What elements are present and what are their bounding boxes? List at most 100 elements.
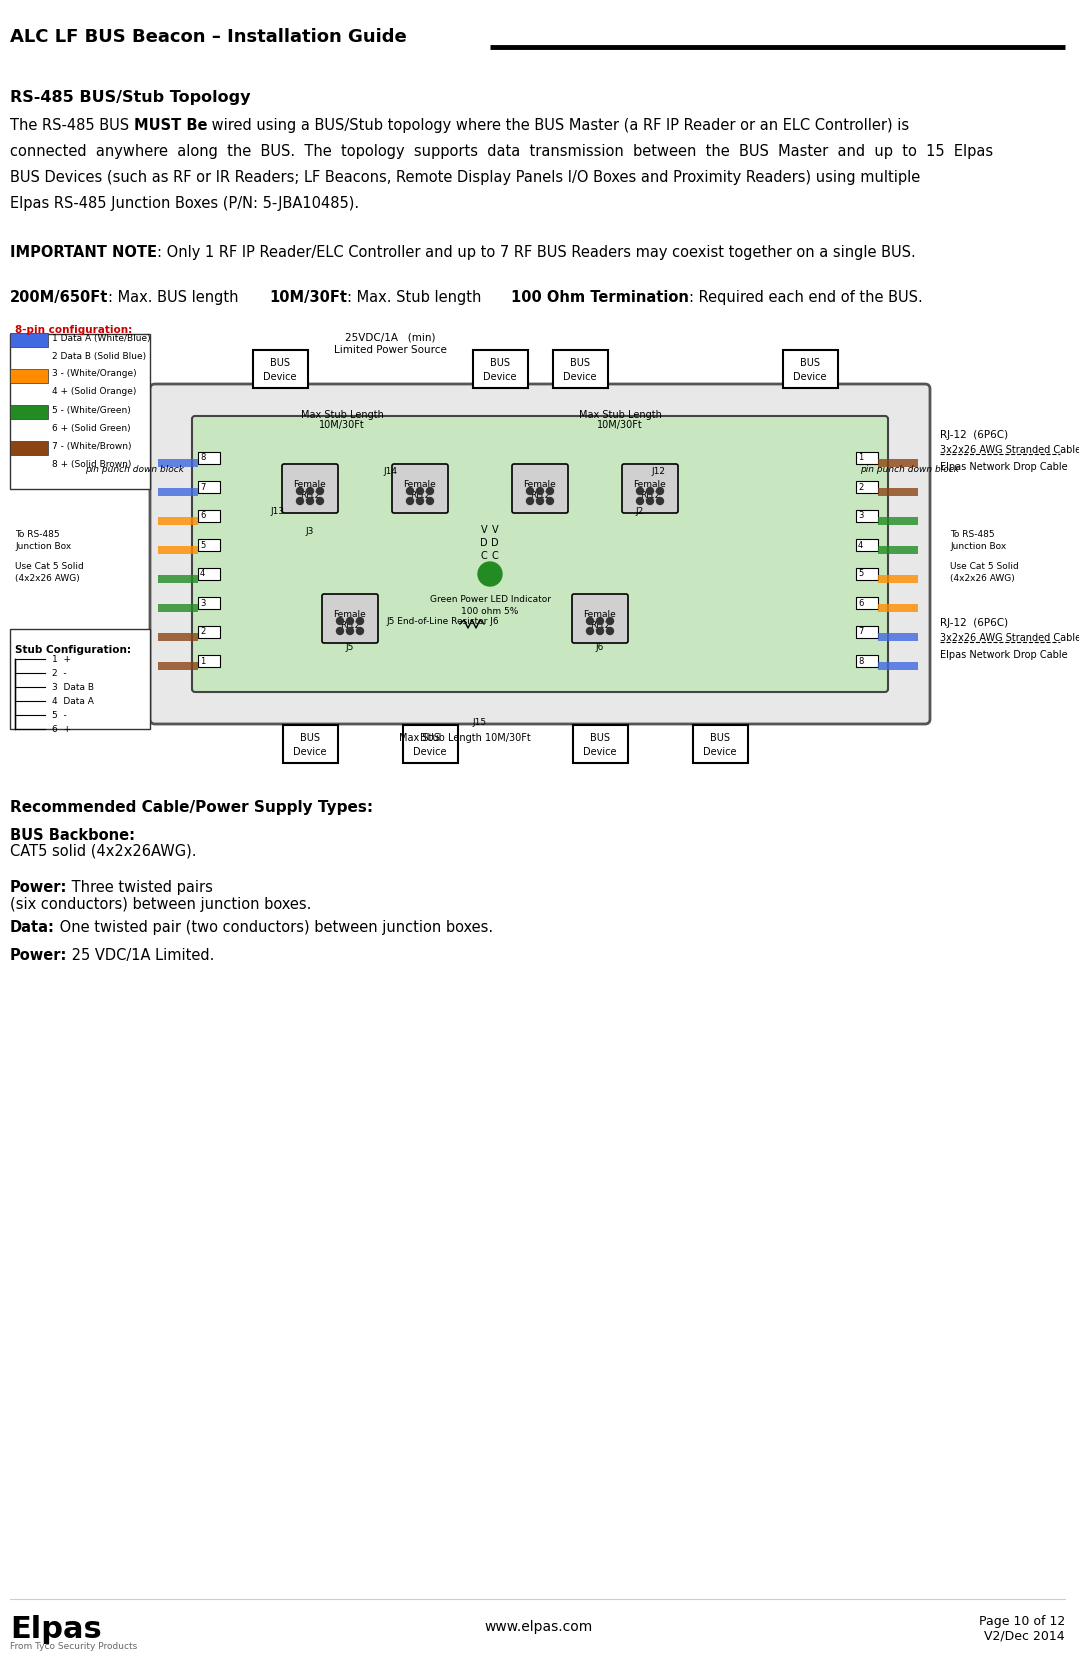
- Text: ALC LF BUS Beacon – Installation Guide: ALC LF BUS Beacon – Installation Guide: [10, 28, 407, 46]
- Circle shape: [426, 488, 434, 495]
- FancyBboxPatch shape: [282, 465, 338, 513]
- Circle shape: [478, 563, 502, 586]
- Text: 3 - (White/Orange): 3 - (White/Orange): [52, 369, 137, 379]
- Text: Use Cat 5 Solid: Use Cat 5 Solid: [950, 561, 1019, 571]
- Text: 6: 6: [858, 597, 863, 607]
- Text: 4 + (Solid Orange): 4 + (Solid Orange): [52, 387, 136, 396]
- Text: 5: 5: [200, 540, 205, 549]
- Text: Junction Box: Junction Box: [15, 541, 71, 551]
- Text: RJ-12  (6P6C): RJ-12 (6P6C): [940, 617, 1008, 627]
- Text: Max Stub Length: Max Stub Length: [301, 410, 383, 420]
- Text: BUS
Device: BUS Device: [704, 733, 737, 756]
- Text: Three twisted pairs: Three twisted pairs: [67, 879, 214, 894]
- Text: Power:: Power:: [10, 879, 67, 894]
- Text: J5 End-of-Line Resistor J6: J5 End-of-Line Resistor J6: [386, 617, 500, 626]
- Bar: [199, 540, 220, 551]
- Text: BUS
Device: BUS Device: [293, 733, 327, 756]
- Circle shape: [637, 488, 643, 495]
- Circle shape: [656, 488, 664, 495]
- Text: wired using a BUS/Stub topology where the BUS Master (a RF IP Reader or an ELC C: wired using a BUS/Stub topology where th…: [207, 118, 910, 132]
- Circle shape: [536, 488, 544, 495]
- Text: 25 VDC/1A Limited.: 25 VDC/1A Limited.: [67, 947, 215, 963]
- Text: 5  -: 5 -: [52, 710, 67, 720]
- Text: 5: 5: [858, 569, 863, 578]
- Text: Power:: Power:: [10, 947, 67, 963]
- Text: pin punch down block: pin punch down block: [860, 465, 959, 473]
- Circle shape: [297, 488, 303, 495]
- Text: Female
RJ12: Female RJ12: [333, 609, 367, 629]
- Bar: [252, 351, 308, 389]
- Text: Limited Power Source: Limited Power Source: [333, 344, 447, 354]
- Text: 4: 4: [858, 540, 863, 549]
- Text: BUS
Device: BUS Device: [483, 357, 517, 381]
- Text: pin punch down block: pin punch down block: [85, 465, 185, 473]
- Text: Page 10 of 12: Page 10 of 12: [979, 1614, 1065, 1627]
- Text: (six conductors) between junction boxes.: (six conductors) between junction boxes.: [10, 897, 312, 912]
- Text: J12: J12: [651, 467, 665, 475]
- Circle shape: [587, 617, 593, 626]
- Circle shape: [356, 617, 364, 626]
- Text: 2: 2: [858, 482, 863, 492]
- FancyBboxPatch shape: [513, 465, 568, 513]
- Text: : Max. BUS length: : Max. BUS length: [108, 290, 238, 305]
- Bar: [10, 369, 47, 384]
- FancyBboxPatch shape: [392, 465, 448, 513]
- Bar: [199, 482, 220, 493]
- Text: 1 Data A (White/Blue): 1 Data A (White/Blue): [52, 333, 151, 343]
- Text: 7: 7: [200, 482, 205, 492]
- Circle shape: [546, 498, 554, 505]
- Bar: [199, 627, 220, 639]
- Text: 10M/30Ft: 10M/30Ft: [597, 420, 643, 430]
- Bar: [158, 634, 199, 642]
- Text: D: D: [480, 538, 488, 548]
- Text: Female
RJ12: Female RJ12: [523, 480, 557, 500]
- Circle shape: [407, 498, 413, 505]
- Circle shape: [306, 488, 314, 495]
- Bar: [878, 546, 918, 554]
- Circle shape: [656, 498, 664, 505]
- FancyBboxPatch shape: [192, 417, 888, 692]
- Circle shape: [416, 498, 423, 505]
- Bar: [158, 488, 199, 496]
- Text: 100 ohm 5%: 100 ohm 5%: [462, 607, 519, 616]
- Bar: [158, 604, 199, 612]
- Circle shape: [306, 498, 314, 505]
- Text: Max Stub Length: Max Stub Length: [578, 410, 661, 420]
- Circle shape: [606, 617, 614, 626]
- Text: BUS
Device: BUS Device: [563, 357, 597, 381]
- Text: C: C: [492, 551, 498, 561]
- Text: (4x2x26 AWG): (4x2x26 AWG): [15, 574, 80, 583]
- Text: J5: J5: [345, 642, 354, 652]
- Circle shape: [546, 488, 554, 495]
- Bar: [856, 597, 878, 609]
- Text: Stub Configuration:: Stub Configuration:: [15, 644, 131, 655]
- Text: Max Stub Length 10M/30Ft: Max Stub Length 10M/30Ft: [399, 733, 531, 743]
- Circle shape: [597, 617, 603, 626]
- Text: 6 + (Solid Green): 6 + (Solid Green): [52, 424, 131, 432]
- Text: Female
RJ12: Female RJ12: [293, 480, 326, 500]
- Circle shape: [297, 498, 303, 505]
- Bar: [283, 725, 338, 763]
- Bar: [10, 334, 47, 348]
- Bar: [856, 482, 878, 493]
- Text: IMPORTANT NOTE: IMPORTANT NOTE: [10, 245, 158, 260]
- Text: C: C: [480, 551, 488, 561]
- Bar: [878, 576, 918, 584]
- Text: BUS
Device: BUS Device: [793, 357, 827, 381]
- Text: 1: 1: [858, 453, 863, 462]
- FancyBboxPatch shape: [322, 594, 378, 644]
- Circle shape: [606, 629, 614, 636]
- Text: : Max. Stub length: : Max. Stub length: [346, 290, 481, 305]
- FancyBboxPatch shape: [150, 384, 930, 725]
- Bar: [10, 442, 47, 455]
- Text: MUST Be: MUST Be: [134, 118, 207, 132]
- Text: 3  Data B: 3 Data B: [52, 682, 94, 692]
- Bar: [10, 334, 150, 490]
- Text: : Only 1 RF IP Reader/ELC Controller and up to 7 RF BUS Readers may coexist toge: : Only 1 RF IP Reader/ELC Controller and…: [158, 245, 916, 260]
- Text: 10M/30Ft: 10M/30Ft: [319, 420, 365, 430]
- Text: 3: 3: [858, 511, 863, 520]
- Text: Elpas Network Drop Cable: Elpas Network Drop Cable: [940, 462, 1067, 472]
- Text: Junction Box: Junction Box: [950, 541, 1007, 551]
- Bar: [158, 576, 199, 584]
- Text: Elpas: Elpas: [10, 1614, 101, 1643]
